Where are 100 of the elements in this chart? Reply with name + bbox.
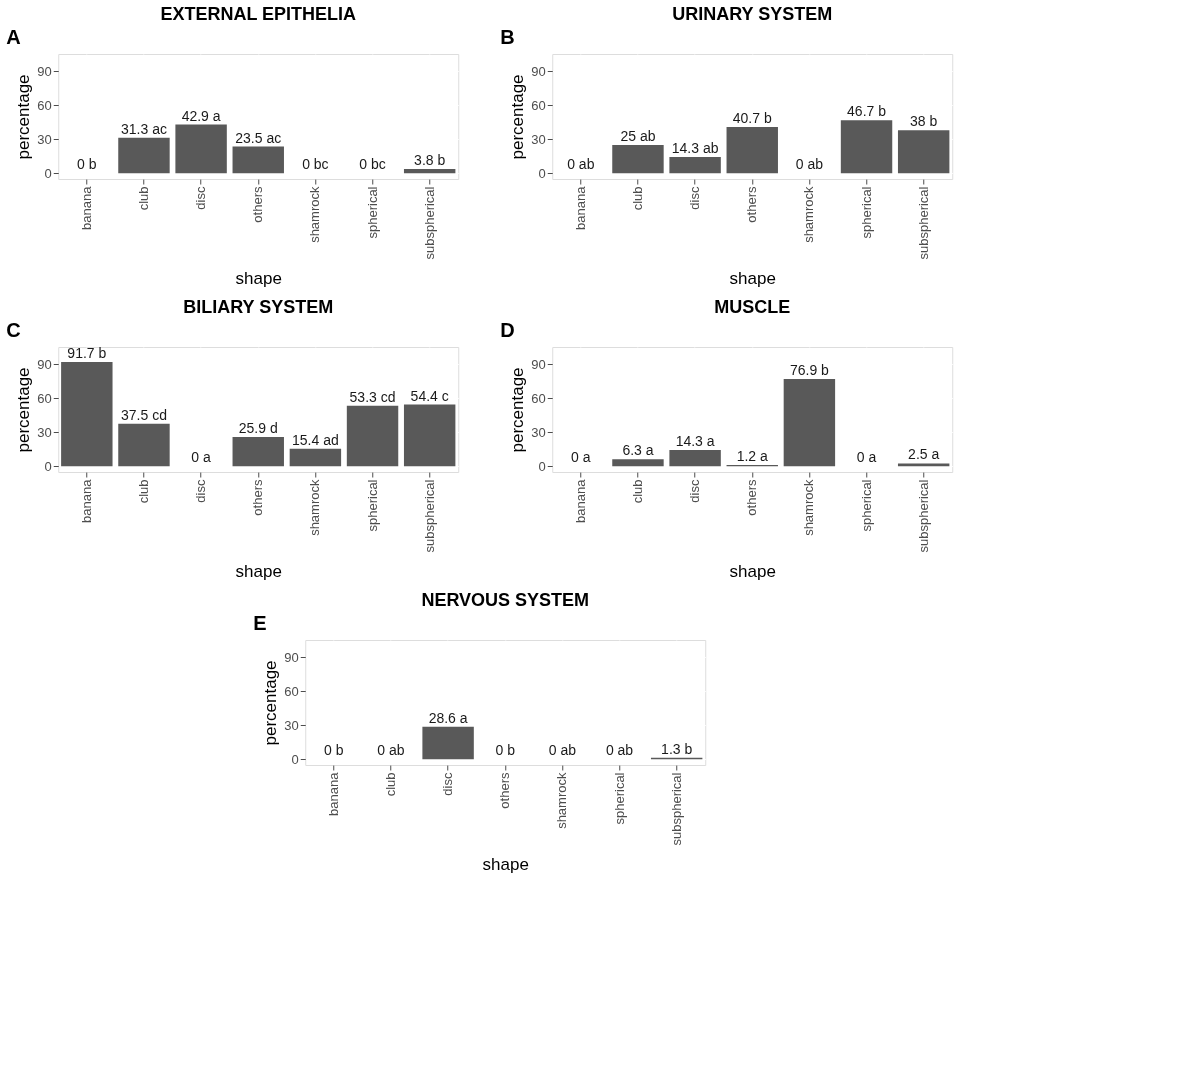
bar: [346, 405, 399, 467]
x-tick-label: subspherical: [915, 186, 931, 260]
data-label: 0 b: [324, 742, 344, 759]
data-label: 38 b: [910, 113, 938, 130]
data-label: 40.7 b: [732, 110, 772, 127]
y-tick-label: 0: [44, 458, 52, 474]
data-label: 53.3 cd: [349, 388, 396, 405]
chart-title: MUSCLE: [714, 297, 791, 317]
bar: [232, 436, 284, 467]
data-label: 0 ab: [377, 742, 405, 759]
data-label: 28.6 a: [428, 709, 468, 726]
x-axis-title: shape: [729, 269, 776, 289]
y-tick-label: 30: [37, 424, 52, 440]
y-tick-label: 30: [37, 131, 52, 147]
data-label: 31.3 ac: [121, 120, 167, 137]
x-tick-label: subspherical: [915, 479, 931, 553]
data-label: 0 ab: [605, 742, 634, 759]
chart-title: URINARY SYSTEM: [672, 4, 833, 24]
bar: [289, 448, 342, 467]
x-axis-title: shape: [235, 269, 282, 289]
y-axis-title: percentage: [508, 367, 528, 453]
bar: [118, 137, 170, 174]
y-tick-label: 90: [531, 63, 546, 79]
x-tick-label: disc: [687, 186, 703, 210]
chart-title: NERVOUS SYSTEM: [421, 590, 590, 610]
bar: [175, 124, 227, 174]
data-label: 0 a: [191, 449, 212, 466]
data-label: 15.4 ad: [292, 431, 339, 448]
x-tick-label: shamrock: [307, 186, 323, 243]
data-label: 0 b: [77, 156, 97, 173]
y-tick-label: 60: [37, 390, 52, 406]
bar: [118, 423, 170, 467]
x-tick-label: banana: [78, 185, 94, 230]
x-tick-label: subspherical: [668, 772, 684, 846]
bar: [61, 362, 113, 467]
x-tick-label: shamrock: [801, 479, 817, 536]
y-axis-title: percentage: [508, 74, 528, 160]
y-tick-label: 0: [538, 165, 546, 181]
y-tick-label: 30: [531, 131, 546, 147]
data-label: 37.5 cd: [121, 406, 167, 423]
y-tick-label: 0: [291, 751, 299, 767]
x-tick-label: disc: [193, 479, 209, 503]
x-tick-label: spherical: [858, 479, 874, 532]
data-label: 1.2 a: [736, 447, 769, 464]
data-label: 54.4 c: [410, 387, 449, 404]
data-label: 23.5 ac: [235, 129, 282, 146]
y-axis-title: percentage: [261, 660, 281, 746]
y-tick-label: 90: [531, 356, 546, 372]
data-label: 42.9 a: [181, 107, 221, 124]
y-tick-label: 90: [284, 649, 299, 665]
data-label: 0 b: [495, 742, 516, 759]
x-tick-label: subspherical: [421, 479, 437, 553]
y-tick-label: 90: [37, 356, 52, 372]
x-tick-label: others: [744, 186, 760, 223]
x-tick-label: subspherical: [421, 186, 437, 260]
bar: [840, 120, 893, 174]
data-label: 0 ab: [548, 742, 577, 759]
x-tick-label: club: [135, 186, 151, 211]
bar: [403, 169, 456, 174]
y-tick-label: 90: [37, 63, 52, 79]
x-tick-label: shamrock: [307, 479, 323, 536]
y-tick-label: 60: [531, 97, 546, 113]
x-tick-label: banana: [325, 771, 341, 816]
x-tick-label: banana: [78, 478, 94, 523]
x-tick-label: disc: [687, 479, 703, 503]
x-tick-label: spherical: [611, 772, 627, 825]
text: B: [500, 26, 515, 48]
data-label: 6.3 a: [622, 442, 654, 459]
chart-title: BILIARY SYSTEM: [183, 297, 334, 317]
y-tick-label: 0: [44, 165, 52, 181]
x-tick-label: others: [250, 186, 266, 223]
y-axis-title: percentage: [14, 74, 34, 160]
data-label: 0 bc: [359, 156, 386, 173]
x-tick-label: spherical: [858, 186, 874, 239]
x-tick-label: spherical: [364, 479, 380, 532]
bar: [897, 130, 950, 174]
bar: [612, 459, 664, 467]
bar: [897, 463, 950, 467]
data-label: 0 a: [856, 449, 877, 466]
y-tick-label: 60: [284, 683, 299, 699]
x-tick-label: banana: [572, 185, 588, 230]
data-label: 14.3 ab: [671, 140, 719, 157]
chart-title: EXTERNAL EPITHELIA: [160, 4, 357, 24]
x-tick-label: others: [250, 479, 266, 516]
y-tick-label: 60: [37, 97, 52, 113]
data-label: 0 bc: [302, 156, 329, 173]
bar: [669, 157, 721, 174]
text: D: [500, 319, 515, 341]
data-label: 0 ab: [795, 156, 824, 173]
data-label: 2.5 a: [908, 446, 940, 463]
y-tick-label: 30: [531, 424, 546, 440]
text: A: [6, 26, 21, 48]
bar: [669, 450, 721, 467]
data-label: 14.3 a: [675, 433, 715, 450]
x-tick-label: club: [629, 479, 645, 504]
data-label: 76.9 b: [789, 361, 830, 378]
x-tick-label: club: [382, 772, 398, 797]
y-axis-title: percentage: [14, 367, 34, 453]
x-tick-label: others: [497, 772, 513, 809]
x-axis-title: shape: [235, 562, 282, 582]
